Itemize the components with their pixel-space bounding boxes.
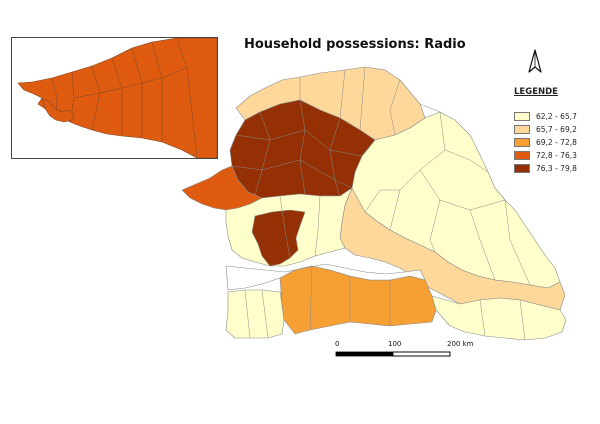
legend-swatch xyxy=(514,151,530,160)
country-regions xyxy=(181,66,567,341)
legend-item: 65,7 - 69,2 xyxy=(514,123,577,136)
legend-label: 62,2 - 65,7 xyxy=(536,112,577,121)
legend-item: 76,3 - 79,8 xyxy=(514,162,577,175)
gambia-gap xyxy=(225,263,426,291)
legend-title: LEGENDE xyxy=(514,87,558,97)
legend-item: 62,2 - 65,7 xyxy=(514,110,577,123)
legend-swatch xyxy=(514,164,530,173)
scale-label-0: 0 xyxy=(335,340,340,348)
department-boundaries xyxy=(231,66,531,341)
legend-swatch xyxy=(514,125,530,134)
inset-land xyxy=(17,38,217,158)
inset-boundaries xyxy=(51,38,198,158)
legend-item: 72,8 - 76,3 xyxy=(514,149,577,162)
scale-label-100: 100 xyxy=(388,340,402,348)
legend-swatch xyxy=(514,138,530,147)
north-arrow-icon xyxy=(525,48,545,78)
region-south-west xyxy=(225,289,285,339)
legend-label: 65,7 - 69,2 xyxy=(536,125,577,134)
inset-peninsula xyxy=(41,97,75,123)
legend-swatch xyxy=(514,112,530,121)
legend-label: 72,8 - 76,3 xyxy=(536,151,577,160)
scale-bar xyxy=(335,351,451,357)
inset-map xyxy=(11,37,218,159)
scale-label-200: 200 km xyxy=(447,340,474,348)
legend: 62,2 - 65,7 65,7 - 69,2 69,2 - 72,8 72,8… xyxy=(514,110,577,175)
region-south-centre xyxy=(251,209,306,267)
legend-label: 76,3 - 79,8 xyxy=(536,164,577,173)
legend-label: 69,2 - 72,8 xyxy=(536,138,577,147)
legend-item: 69,2 - 72,8 xyxy=(514,136,577,149)
map-title: Household possessions: Radio xyxy=(244,37,466,52)
region-south-east xyxy=(431,295,567,341)
